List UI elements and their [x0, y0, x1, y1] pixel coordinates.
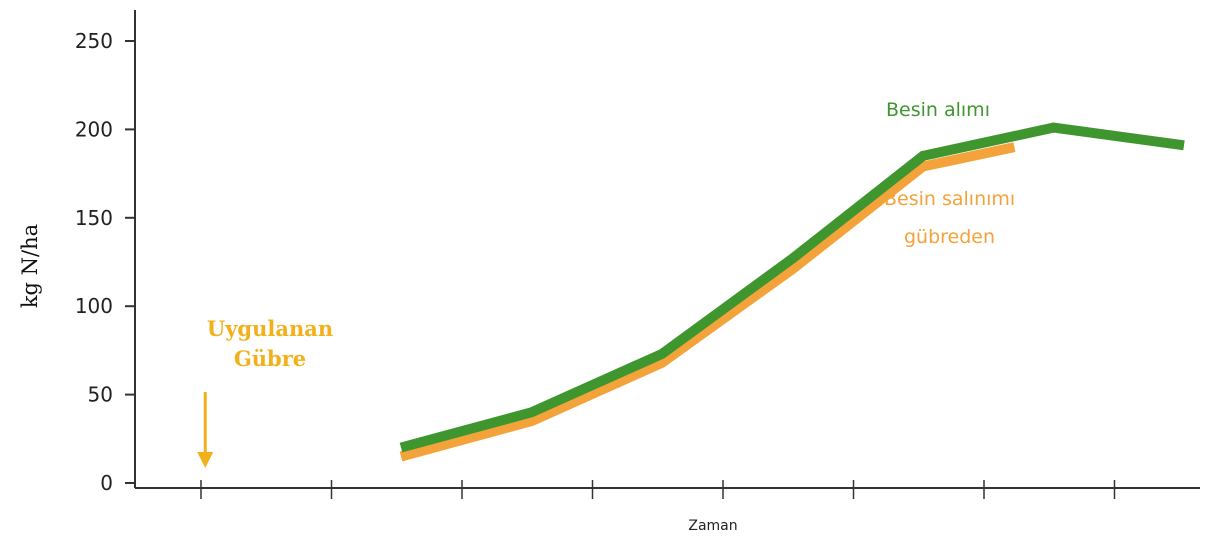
y-tick-label: 250: [75, 29, 113, 53]
y-tick-label: 0: [100, 471, 113, 495]
y-tick-label: 100: [75, 294, 113, 318]
y-axis-ticks: 0 50 100 150 200 250: [75, 29, 135, 495]
fertilizer-arrow-head: [197, 452, 214, 468]
y-tick-label: 150: [75, 206, 113, 230]
fertilizer-annotation-line1: Uygulanan: [207, 316, 333, 341]
uptake-series-label: Besin alımı: [886, 99, 990, 121]
y-tick-label: 200: [75, 117, 113, 141]
y-tick-label: 50: [88, 383, 113, 407]
chart-series: [399, 122, 1185, 462]
x-axis-ticks: [200, 480, 1116, 499]
fertilizer-annotation-line2: Gübre: [234, 346, 306, 371]
release-series-label-line2: gübreden: [904, 226, 995, 248]
series-line-besin-alimi: [399, 122, 1185, 453]
release-series-label-line1: Besin salınımı: [884, 188, 1015, 210]
x-axis-label: Zaman: [688, 518, 737, 534]
series-line-besin-salinimi: [399, 142, 1016, 462]
chart-axes: [134, 10, 1200, 489]
fertilizer-arrow-icon: [197, 392, 214, 468]
y-axis-label: kg N/ha: [18, 224, 42, 308]
